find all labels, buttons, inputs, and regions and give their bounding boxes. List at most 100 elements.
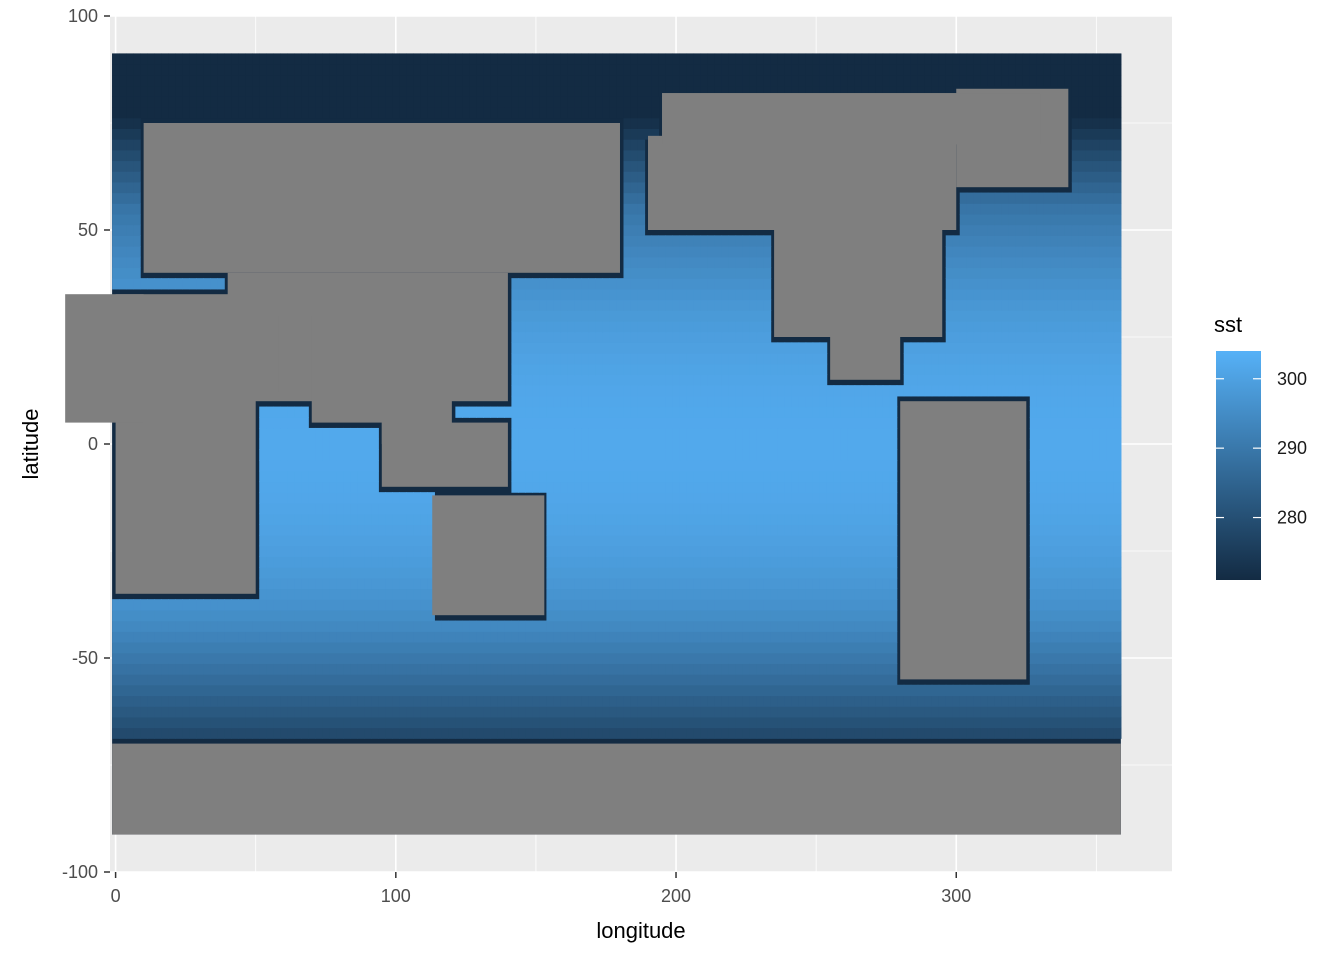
- sst-cell: [308, 695, 316, 707]
- sst-cell: [112, 85, 120, 97]
- sst-cell: [350, 599, 358, 611]
- sst-cell: [791, 652, 800, 664]
- sst-cell: [112, 213, 120, 226]
- sst-cell: [539, 106, 548, 119]
- sst-cell: [616, 427, 625, 440]
- sst-cell: [168, 599, 176, 611]
- sst-cell: [798, 695, 807, 707]
- sst-cell: [637, 203, 646, 215]
- sst-cell: [1022, 695, 1031, 707]
- sst-cell: [1092, 460, 1101, 472]
- sst-cell: [574, 406, 583, 418]
- sst-cell: [182, 631, 190, 643]
- sst-cell: [1085, 588, 1094, 600]
- sst-cell: [882, 492, 891, 504]
- sst-cell: [819, 363, 828, 376]
- sst-cell: [133, 684, 141, 697]
- sst-cell: [1064, 310, 1073, 322]
- sst-cell: [763, 374, 772, 386]
- sst-cell: [1029, 663, 1038, 675]
- sst-cell: [707, 288, 716, 301]
- sst-cell: [280, 631, 288, 643]
- sst-cell: [322, 106, 330, 119]
- sst-cell: [588, 695, 597, 707]
- sst-cell: [1106, 149, 1115, 162]
- sst-cell: [427, 684, 435, 697]
- sst-cell: [623, 470, 632, 483]
- sst-cell: [1064, 395, 1073, 408]
- sst-cell: [595, 331, 604, 343]
- sst-cell: [826, 556, 835, 568]
- sst-cell: [651, 513, 660, 525]
- sst-cell: [1092, 470, 1101, 483]
- sst-cell: [980, 353, 989, 365]
- sst-cell: [1029, 235, 1038, 247]
- sst-cell: [861, 545, 870, 557]
- sst-cell: [385, 706, 393, 718]
- sst-cell: [931, 74, 940, 87]
- sst-cell: [434, 674, 442, 686]
- sst-cell: [385, 106, 393, 119]
- sst-cell: [1022, 203, 1031, 215]
- sst-cell: [791, 567, 800, 579]
- sst-cell: [651, 235, 660, 247]
- sst-cell: [329, 492, 337, 504]
- sst-cell: [693, 641, 702, 654]
- sst-cell: [1113, 556, 1122, 568]
- sst-cell: [126, 213, 134, 226]
- sst-cell: [686, 706, 695, 718]
- sst-cell: [763, 85, 772, 97]
- sst-cell: [154, 631, 162, 643]
- sst-cell: [798, 577, 807, 590]
- sst-cell: [945, 684, 954, 697]
- sst-cell: [322, 684, 330, 697]
- sst-cell: [371, 695, 379, 707]
- sst-cell: [126, 181, 134, 194]
- sst-cell: [707, 395, 716, 408]
- sst-cell: [588, 342, 597, 354]
- sst-cell: [728, 556, 737, 568]
- sst-cell: [546, 545, 555, 557]
- sst-cell: [616, 438, 625, 450]
- sst-cell: [889, 460, 898, 472]
- sst-cell: [714, 502, 723, 515]
- sst-cell: [532, 106, 541, 119]
- sst-cell: [973, 267, 982, 279]
- sst-cell: [1099, 374, 1108, 386]
- sst-cell: [728, 288, 737, 301]
- sst-cell: [301, 96, 309, 108]
- sst-cell: [700, 577, 709, 590]
- sst-cell: [1078, 716, 1087, 729]
- sst-cell: [714, 524, 723, 536]
- sst-cell: [1071, 577, 1080, 590]
- sst-cell: [413, 620, 421, 632]
- sst-cell: [1071, 310, 1080, 322]
- sst-cell: [126, 663, 134, 675]
- sst-cell: [952, 727, 961, 739]
- sst-cell: [112, 716, 120, 729]
- sst-cell: [1001, 695, 1010, 707]
- sst-cell: [357, 74, 365, 87]
- sst-cell: [1008, 278, 1017, 290]
- sst-cell: [945, 331, 954, 343]
- sst-cell: [630, 427, 639, 440]
- sst-cell: [826, 406, 835, 418]
- sst-cell: [574, 427, 583, 440]
- sst-cell: [350, 438, 358, 450]
- sst-cell: [714, 684, 723, 697]
- sst-cell: [1050, 438, 1059, 450]
- sst-cell: [350, 502, 358, 515]
- sst-cell: [161, 706, 169, 718]
- sst-cell: [826, 460, 835, 472]
- sst-cell: [1043, 235, 1052, 247]
- sst-cell: [609, 85, 618, 97]
- sst-cell: [693, 395, 702, 408]
- sst-cell: [189, 716, 197, 729]
- sst-cell: [490, 674, 498, 686]
- sst-cell: [686, 438, 695, 450]
- sst-cell: [1113, 663, 1122, 675]
- sst-cell: [994, 299, 1003, 311]
- sst-cell: [980, 706, 989, 718]
- sst-cell: [532, 395, 541, 408]
- sst-cell: [742, 449, 751, 461]
